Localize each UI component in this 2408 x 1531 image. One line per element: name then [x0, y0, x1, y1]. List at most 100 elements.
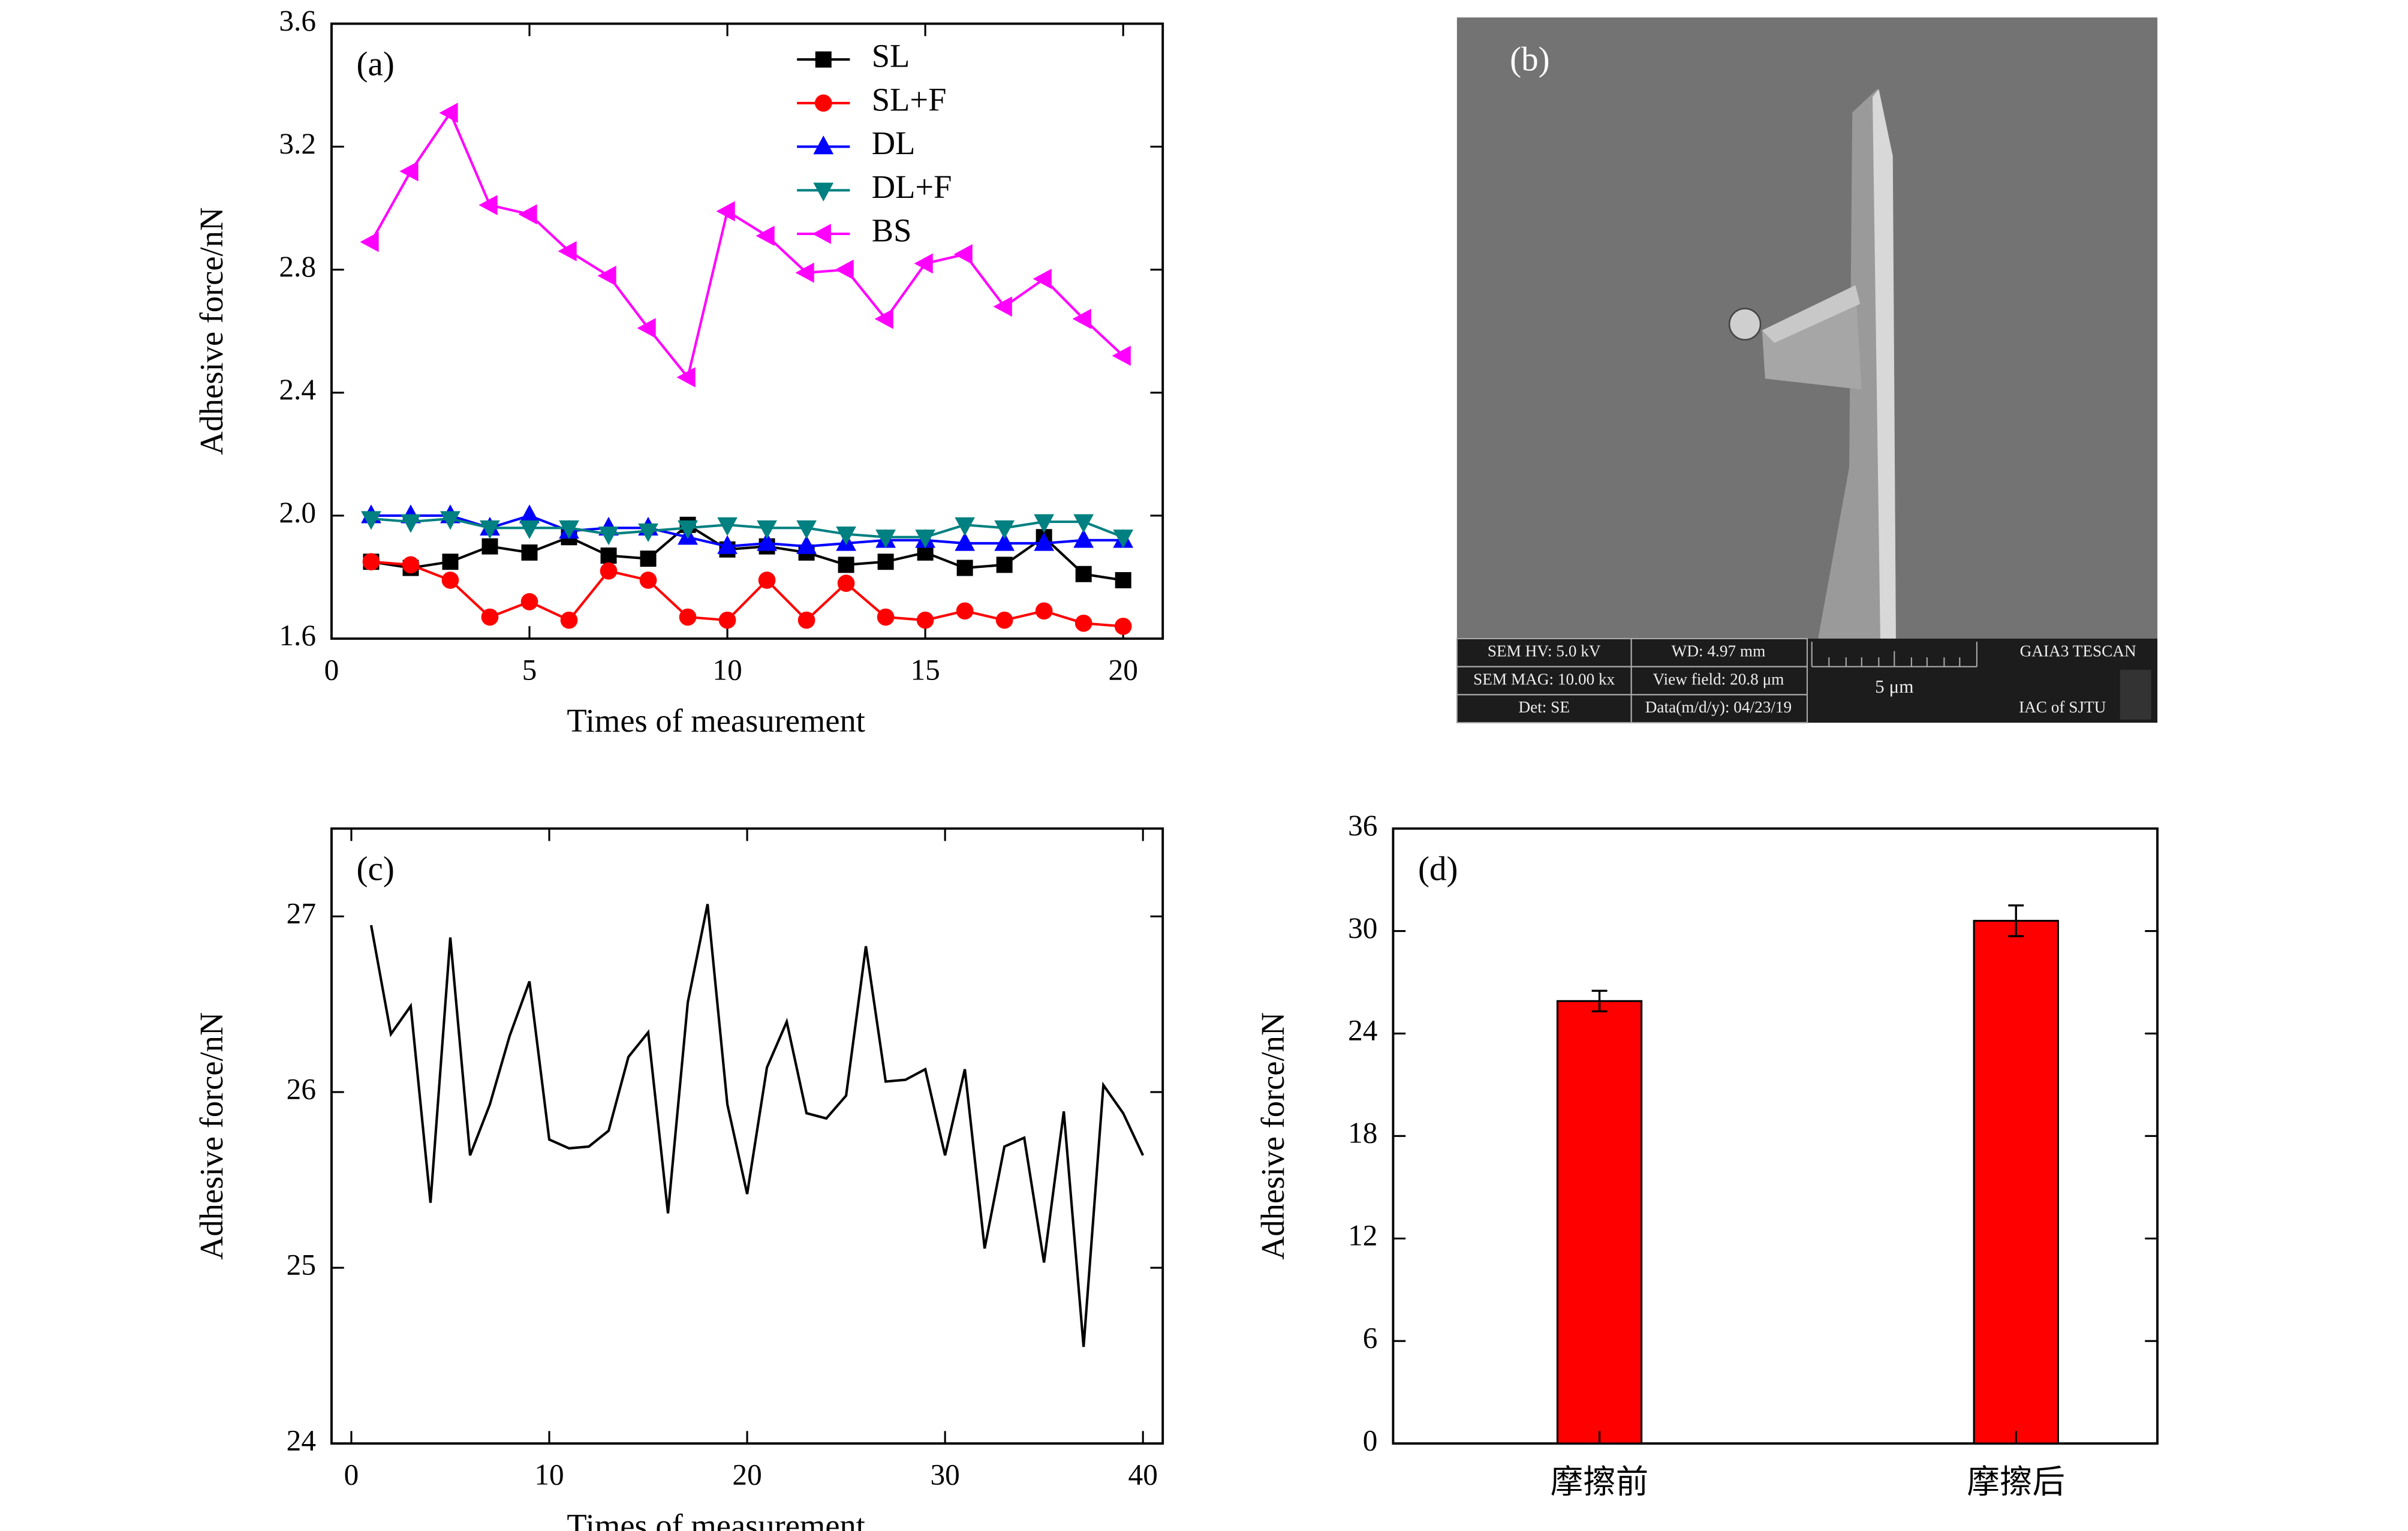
marker [915, 530, 936, 549]
data-line [371, 517, 1124, 539]
marker [877, 608, 895, 626]
marker [559, 520, 579, 539]
marker [597, 266, 616, 286]
y-tick-label: 3.2 [279, 127, 316, 160]
marker [956, 602, 974, 620]
y-tick-label: 12 [1348, 1219, 1377, 1252]
x-tick-label: 摩擦后 [1967, 1464, 2065, 1500]
marker [401, 514, 421, 533]
marker [1033, 269, 1052, 289]
y-tick-label: 2.8 [279, 250, 316, 283]
y-tick-label: 3.6 [279, 4, 316, 37]
tip-sphere [1728, 308, 1762, 341]
marker [1073, 529, 1094, 548]
marker [441, 572, 459, 589]
sem-info: View field: 20.8 μm [1653, 670, 1784, 688]
marker [1112, 345, 1131, 366]
x-tick-label: 20 [1109, 653, 1138, 686]
panel-label: (c) [356, 850, 394, 888]
marker [519, 504, 540, 524]
marker [558, 241, 577, 261]
marker [1074, 614, 1092, 632]
y-tick-label: 27 [287, 897, 316, 930]
marker [478, 195, 498, 215]
marker [836, 526, 856, 546]
marker [1072, 308, 1091, 329]
marker [877, 554, 894, 570]
marker [717, 517, 738, 536]
y-axis-label: Adhesive force/nN [193, 207, 230, 455]
sem-info: IAC of SJTU [2019, 698, 2106, 716]
marker [993, 296, 1012, 317]
sem-image: (b) SEM HV: 5.0 kV WD: 4.97 mm GAIA3 TES… [1456, 17, 2158, 724]
legend-marker [813, 136, 834, 155]
marker [560, 611, 578, 629]
marker [875, 530, 896, 549]
marker [1113, 530, 1134, 549]
marker [678, 520, 698, 539]
y-tick-label: 6 [1363, 1321, 1378, 1354]
y-tick-label: 30 [1348, 912, 1377, 945]
marker [1073, 514, 1094, 533]
marker [442, 554, 459, 570]
sem-info: GAIA3 TESCAN [2020, 642, 2136, 660]
y-tick-label: 1.6 [279, 619, 316, 652]
bar [1973, 919, 2059, 1445]
marker [360, 231, 379, 252]
x-axis-label: Times of measurement [567, 1507, 865, 1531]
logo [2120, 669, 2151, 720]
marker [955, 517, 976, 536]
marker [600, 562, 618, 580]
legend-marker [812, 224, 831, 244]
y-tick-label: 24 [1348, 1014, 1377, 1047]
marker [1035, 602, 1053, 620]
x-axis-label: Times of measurement [567, 702, 865, 739]
marker [955, 532, 976, 551]
x-tick-label: 0 [324, 653, 339, 686]
marker [519, 520, 540, 539]
y-tick-label: 2.0 [279, 496, 316, 529]
marker [796, 535, 817, 554]
y-tick-label: 24 [287, 1424, 316, 1457]
marker [795, 262, 814, 283]
sem-info: WD: 4.97 mm [1672, 642, 1766, 660]
marker [1114, 618, 1132, 635]
legend-label: BS [872, 212, 912, 248]
sem-info: Data(m/d/y): 04/23/19 [1645, 698, 1792, 716]
legend-marker [814, 94, 832, 112]
y-axis-label: Adhesive force/nN [193, 1012, 230, 1260]
y-tick-label: 0 [1363, 1424, 1378, 1457]
x-tick-label: 摩擦前 [1551, 1464, 1649, 1500]
marker [835, 259, 854, 280]
sem-info: 5 μm [1875, 676, 1913, 697]
data-line [370, 110, 1124, 380]
y-axis-label: Adhesive force/nN [1254, 1012, 1291, 1260]
marker [439, 103, 458, 124]
legend-label: SL [872, 38, 910, 74]
marker [956, 560, 973, 576]
marker [758, 572, 776, 589]
marker [399, 161, 419, 182]
marker [481, 608, 499, 626]
marker [520, 593, 538, 610]
y-tick-label: 26 [287, 1072, 316, 1105]
marker [1034, 532, 1055, 551]
x-tick-label: 15 [910, 653, 940, 686]
plot-frame [330, 22, 1164, 640]
x-tick-label: 40 [1128, 1458, 1158, 1491]
marker [640, 551, 657, 567]
sem-info: SEM HV: 5.0 kV [1488, 642, 1601, 660]
marker [598, 526, 619, 546]
marker [518, 204, 537, 225]
marker [481, 538, 498, 555]
marker [1034, 514, 1055, 533]
marker [994, 532, 1015, 551]
marker [916, 611, 934, 629]
marker [716, 201, 735, 222]
marker [837, 574, 855, 592]
marker [874, 308, 893, 329]
marker [757, 532, 777, 551]
sem-info: Det: SE [1518, 698, 1570, 716]
